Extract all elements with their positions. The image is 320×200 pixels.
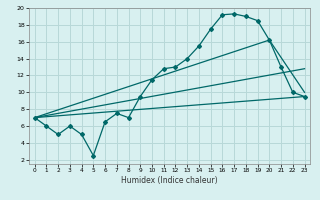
X-axis label: Humidex (Indice chaleur): Humidex (Indice chaleur) (121, 176, 218, 185)
